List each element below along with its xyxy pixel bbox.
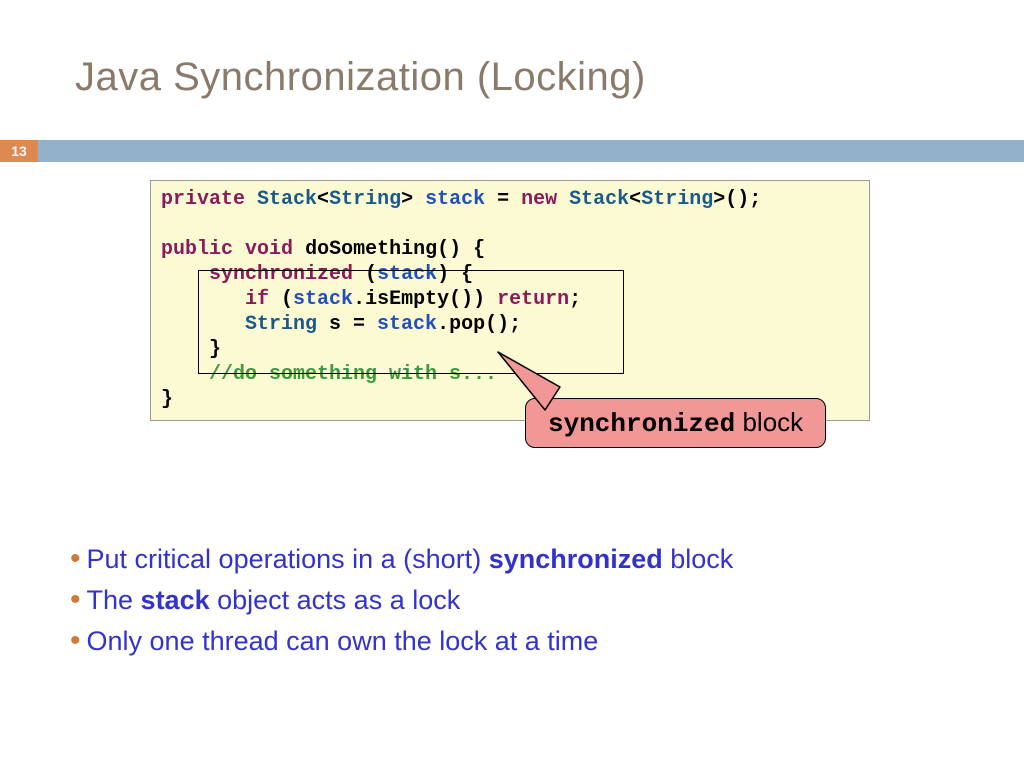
list-item: • Only one thread can own the lock at a … — [70, 622, 950, 661]
code-token: stack — [377, 263, 437, 286]
code-token: } — [161, 388, 173, 411]
code-token: Stack — [257, 188, 317, 211]
code-token: private — [161, 188, 245, 211]
bullet-text: Put critical operations in a (short) syn… — [87, 540, 734, 579]
code-token: } — [209, 338, 221, 361]
bullet-dot-icon: • — [70, 581, 81, 619]
code-block: private Stack<String> stack = new Stack<… — [150, 180, 870, 421]
callout-label: synchronized block — [525, 398, 826, 448]
code-token: String — [245, 313, 317, 336]
code-token: public — [161, 238, 233, 261]
code-token: String — [329, 188, 401, 211]
bullet-dot-icon: • — [70, 622, 81, 660]
code-token: doSomething — [305, 238, 437, 261]
code-token: stack — [377, 313, 437, 336]
code-token: if — [245, 288, 269, 311]
code-token: return — [497, 288, 569, 311]
code-token: synchronized — [209, 263, 353, 286]
code-token: String — [641, 188, 713, 211]
code-token: s = — [317, 313, 377, 336]
code-token: void — [245, 238, 293, 261]
code-token: //do something with s... — [209, 363, 497, 386]
code-token: ( — [269, 288, 293, 311]
code-token: ) { — [437, 263, 473, 286]
list-item: • The stack object acts as a lock — [70, 581, 950, 620]
code-token: = — [485, 188, 521, 211]
code-token: ( — [353, 263, 377, 286]
code-token: ; — [569, 288, 581, 311]
bullet-dot-icon: • — [70, 540, 81, 578]
slide-number: 13 — [0, 140, 38, 162]
bullet-list: • Put critical operations in a (short) s… — [70, 540, 950, 663]
bullet-text: The stack object acts as a lock — [87, 581, 461, 620]
code-token: .isEmpty()) — [353, 288, 497, 311]
slide-title: Java Synchronization (Locking) — [75, 55, 646, 100]
code-token: Stack — [569, 188, 629, 211]
code-token: new — [521, 188, 557, 211]
code-token: () { — [437, 238, 485, 261]
code-token: stack — [293, 288, 353, 311]
list-item: • Put critical operations in a (short) s… — [70, 540, 950, 579]
callout-rest: block — [735, 407, 803, 437]
callout-mono: synchronized — [548, 409, 735, 439]
code-token: stack — [425, 188, 485, 211]
divider-bar — [0, 140, 1024, 162]
bullet-text: Only one thread can own the lock at a ti… — [87, 622, 599, 661]
code-token: .pop(); — [437, 313, 521, 336]
code-token: (); — [725, 188, 761, 211]
